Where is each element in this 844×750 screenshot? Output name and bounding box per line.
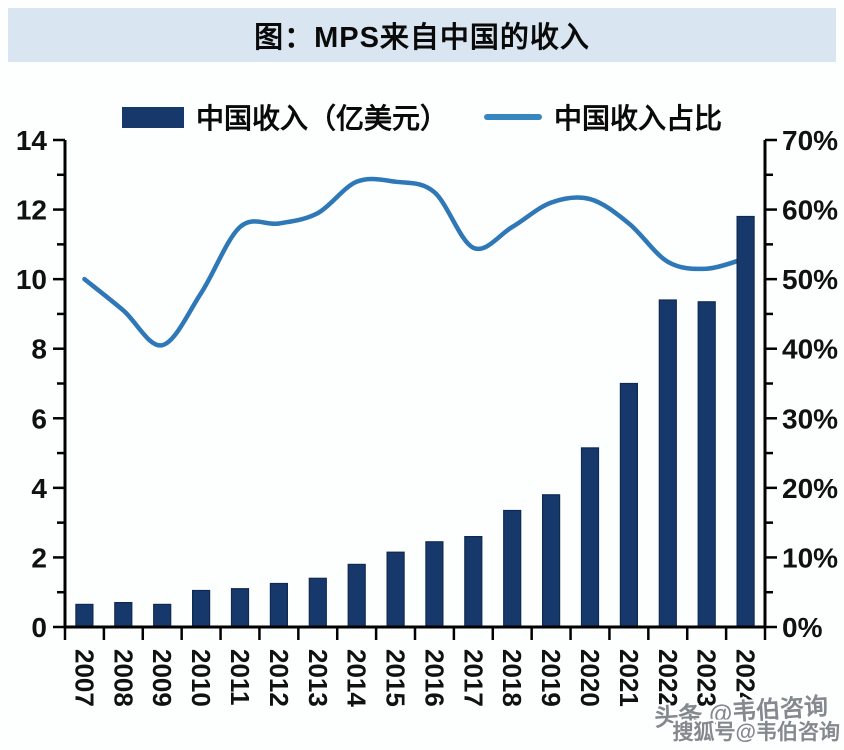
x-tick-label-2014: 2014 [342,649,372,707]
x-tick-label-2022: 2022 [653,649,683,707]
bar-2010 [192,589,211,628]
line-series [82,176,748,348]
bar-2022 [658,299,677,628]
legend-item-bar: 中国收入（亿美元） [121,97,448,137]
bar-2009 [153,603,172,628]
y-right-tick-label: 40% [782,334,838,365]
bar-2021 [619,382,639,628]
y-left-tick-label: 12 [16,195,47,226]
x-tick-label-2023: 2023 [692,649,722,707]
bar-2014 [347,563,366,628]
y-right-tick-label: 60% [782,195,838,226]
y-left-tick-label: 6 [31,403,47,434]
y-left-tick-label: 10 [16,264,47,295]
x-tick-label-2008: 2008 [108,649,138,707]
chart-title: 图：MPS来自中国的收入 [254,22,590,54]
y-left-tick-label: 0 [31,612,47,643]
x-tick-label-2019: 2019 [536,649,566,707]
y-axis-right: 0% 10% 20% 30% 40% 50% 60% 70% [765,125,838,643]
x-tick-label-2012: 2012 [264,649,294,707]
bar-2024 [736,215,755,628]
x-tick-label-2016: 2016 [419,649,449,707]
y-left-tick-label: 4 [31,473,47,504]
legend-bar-label: 中国收入（亿美元） [195,103,448,134]
x-tick-label-2009: 2009 [147,649,177,707]
bar-2020 [580,447,600,628]
y-right-tick-label: 20% [782,473,838,504]
watermark-sohu: 搜狐号@韦伯咨询 [672,721,840,744]
y-right-tick-label: 70% [782,125,838,156]
y-right-tick-label: 10% [782,542,838,573]
x-tick-label-2020: 2020 [575,649,605,707]
x-tick-label-2007: 2007 [69,649,99,707]
y-axis-left: 0 2 4 6 8 10 12 14 [16,125,65,643]
bars-series [75,215,755,628]
bar-2013 [308,577,327,628]
bar-2015 [386,551,405,628]
legend-line-label: 中国收入占比 [554,103,723,134]
bar-2023 [697,301,716,628]
x-tick-label-2015: 2015 [381,649,411,707]
y-right-tick-label: 30% [782,403,838,434]
bar-2016 [425,541,444,628]
x-tick-label-2010: 2010 [186,649,216,707]
title-banner: 图：MPS来自中国的收入 [8,8,836,62]
chart-legend: 中国收入（亿美元） 中国收入占比 [0,96,844,138]
x-axis: 2007 2008 2009 2010 2011 2012 2013 2014 2015 2016… [63,627,767,707]
x-tick-label-2024: 2024 [731,649,761,707]
x-tick-label-2011: 2011 [225,649,255,705]
y-left-tick-label: 14 [16,125,48,156]
legend-item-line: 中国收入占比 [484,97,722,137]
bar-2018 [503,509,522,628]
x-tick-label-2018: 2018 [497,649,527,707]
x-tick-label-2013: 2013 [303,649,333,707]
bar-2011 [230,588,250,628]
x-tick-label-2021: 2021 [614,649,644,707]
y-right-tick-label: 50% [782,264,838,295]
bar-swatch-icon [121,106,184,128]
y-left-tick-label: 8 [31,334,47,365]
y-left-tick-label: 2 [31,542,47,573]
y-right-tick-label: 0% [782,612,823,643]
bar-2007 [75,603,94,628]
line-swatch-icon [484,114,542,120]
bar-2012 [269,582,288,628]
bar-2017 [464,535,483,628]
bar-2019 [541,494,561,628]
x-tick-label-2017: 2017 [458,649,488,707]
bar-2008 [114,601,133,628]
